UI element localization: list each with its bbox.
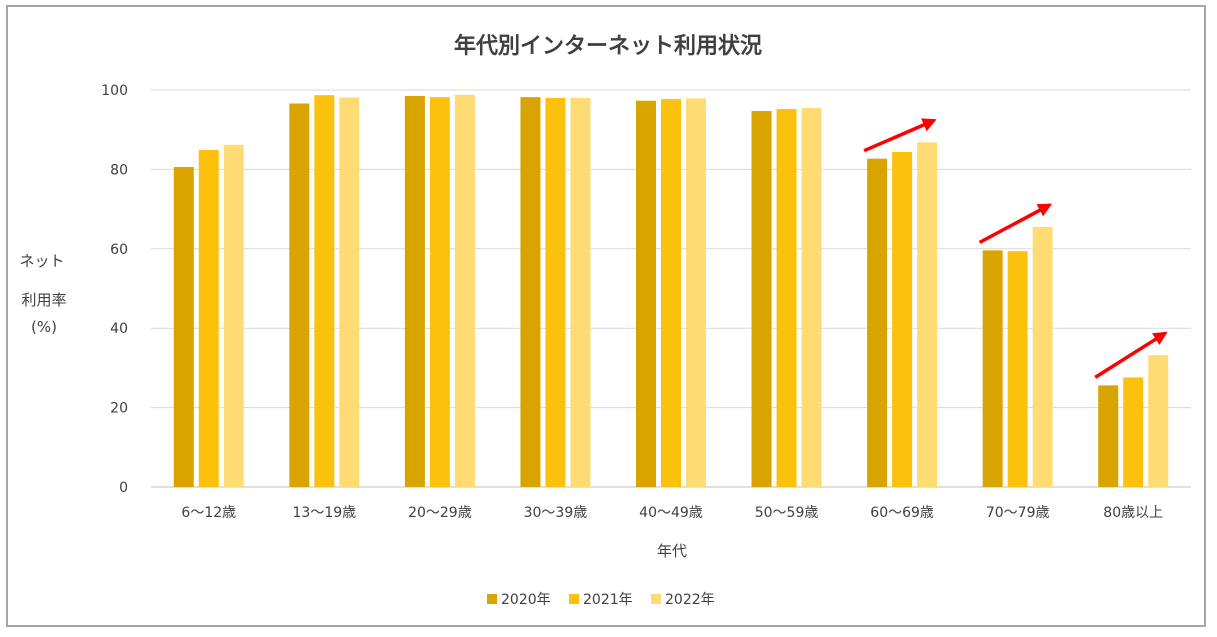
y-tick-label: 80 (110, 162, 128, 178)
bar (429, 97, 450, 488)
y-tick-label: 60 (110, 242, 128, 258)
bar (801, 107, 822, 488)
bar (1032, 226, 1053, 487)
bar (454, 94, 475, 487)
x-tick-label: 40～49歳 (639, 505, 703, 521)
bar (751, 111, 772, 487)
x-tick-label: 50～59歳 (755, 505, 819, 521)
bar (1123, 377, 1144, 487)
bar (339, 97, 360, 487)
legend-label: 2022年 (665, 592, 715, 608)
x-tick-label: 6～12歳 (181, 505, 236, 521)
trend-arrow (1094, 331, 1168, 379)
bar (1098, 385, 1119, 487)
legend: 2020年 2021年 2022年 (487, 592, 715, 608)
x-axis-ticks: 6～12歳 13～19歳 20～29歳 30～39歳 40～49歳 50～59歳 60～69… (181, 505, 1163, 521)
x-tick-label: 60～69歳 (870, 505, 934, 521)
legend-label: 2021年 (583, 592, 633, 608)
bar-chart: 年代別インターネット利用状況 0 20 40 60 80 100 6～12歳 13～19歳 2… (19, 33, 1191, 608)
y-axis-title-line-3: (%) (31, 318, 57, 336)
bar (1007, 251, 1028, 487)
y-axis-title-line-2: 利用率 (21, 291, 66, 309)
y-axis-title-line-1: ネット (19, 252, 64, 270)
x-tick-label: 30～39歳 (524, 505, 588, 521)
chart-frame: 年代別インターネット利用状況 0 20 40 60 80 100 6～12歳 13～19歳 2… (6, 5, 1206, 627)
x-tick-label: 80歳以上 (1103, 505, 1163, 521)
x-tick-label: 13～19歳 (293, 505, 357, 521)
bars (173, 94, 1169, 488)
trend-arrows (863, 118, 1168, 379)
y-tick-label: 20 (110, 401, 128, 417)
bar (1148, 355, 1169, 487)
bar (198, 149, 219, 487)
bar (173, 167, 194, 487)
trend-arrow (863, 118, 937, 153)
y-tick-label: 40 (110, 321, 128, 337)
x-tick-label: 70～79歳 (986, 505, 1050, 521)
bar (314, 95, 335, 487)
trend-arrow (978, 203, 1053, 244)
legend-swatch (569, 594, 579, 604)
bar (686, 98, 706, 487)
x-tick-label: 20～29歳 (408, 505, 472, 521)
chart-title: 年代別インターネット利用状況 (454, 33, 762, 59)
legend-label: 2020年 (501, 592, 551, 608)
bar (917, 142, 938, 488)
bar (982, 250, 1003, 487)
y-axis-title: ネット 利用率 (%) (19, 252, 66, 336)
x-axis-title: 年代 (657, 542, 687, 560)
bar (289, 103, 310, 488)
y-tick-label: 100 (101, 83, 128, 99)
bar (545, 97, 566, 487)
bar (867, 158, 888, 487)
legend-swatch (651, 594, 661, 604)
y-axis-ticks: 0 20 40 60 80 100 (101, 83, 128, 496)
bar (404, 95, 425, 487)
bar (570, 97, 591, 487)
bar (661, 99, 681, 488)
legend-swatch (487, 594, 497, 604)
bar (892, 151, 913, 487)
bar (520, 97, 541, 488)
y-tick-label: 0 (119, 480, 128, 496)
bar (636, 100, 656, 488)
bar (223, 144, 244, 487)
bar (776, 109, 797, 487)
